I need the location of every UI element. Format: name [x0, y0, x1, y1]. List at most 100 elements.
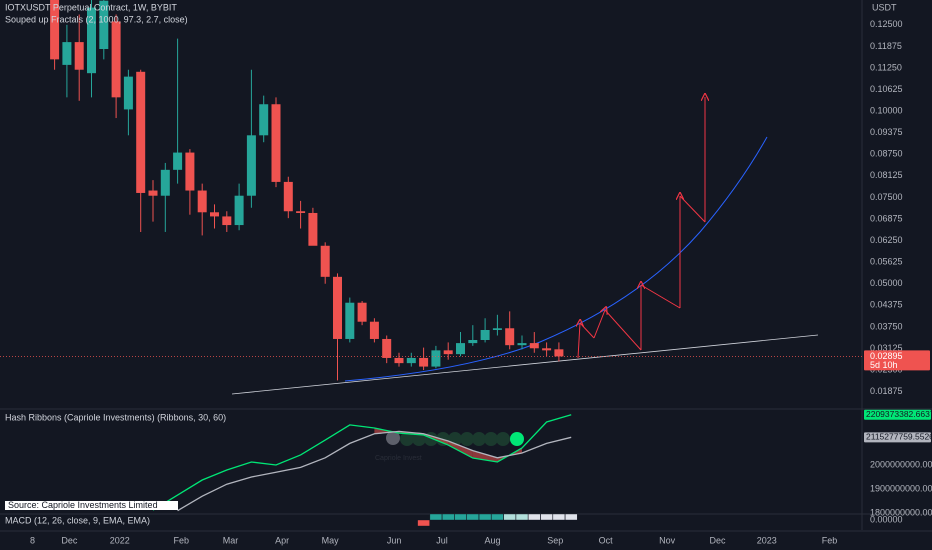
- y-tick-label: 0.04375: [870, 300, 903, 310]
- candle-body: [136, 71, 146, 193]
- x-tick-label: Apr: [275, 535, 289, 545]
- signal-dot: [386, 431, 400, 445]
- histogram-bar: [552, 513, 566, 521]
- candle-body: [222, 216, 232, 226]
- signal-dots: [400, 432, 510, 446]
- y-tick-label: 0.08750: [870, 149, 903, 159]
- candle-body: [517, 343, 527, 346]
- candle-body: [173, 152, 183, 170]
- candle-body: [210, 212, 219, 217]
- y-tick-label: 0.00000: [870, 514, 903, 524]
- axis-unit: USDT: [872, 2, 897, 12]
- y-tick-label: 0.06250: [870, 235, 903, 245]
- source-label: Source: Capriole Investments Limited: [8, 500, 158, 510]
- candle-body: [419, 357, 429, 367]
- x-tick-label: Feb: [822, 535, 838, 545]
- candle-body: [87, 7, 96, 74]
- x-tick-label: Mar: [223, 535, 239, 545]
- last-value-tag: [864, 432, 931, 443]
- candle-body: [296, 211, 306, 213]
- indicator-legend: MACD (12, 26, close, 9, EMA, EMA): [5, 515, 150, 525]
- histogram-bar: [515, 513, 529, 521]
- candle-body: [443, 350, 453, 355]
- x-tick-label: Feb: [174, 535, 190, 545]
- histogram-bar: [442, 513, 455, 521]
- y-tick-label: 0.10625: [870, 84, 903, 94]
- candle-body: [480, 329, 490, 340]
- candle-body: [185, 152, 195, 191]
- candle-body: [542, 348, 552, 351]
- histogram-bar: [429, 513, 443, 521]
- x-tick-label: Aug: [484, 535, 500, 545]
- candle-body: [271, 104, 281, 182]
- y-tick-label: 0.05000: [870, 278, 903, 288]
- x-tick-label: 8: [30, 535, 35, 545]
- candle-body: [99, 0, 109, 50]
- y-tick-label: 0.03750: [870, 321, 903, 331]
- ribbon-fill: [472, 450, 498, 462]
- x-tick-label: 2022: [110, 535, 130, 545]
- candle-body: [111, 21, 121, 98]
- candle-body: [492, 328, 502, 330]
- candle-body: [320, 245, 330, 277]
- histogram-bar: [454, 513, 467, 521]
- histogram-bar: [478, 513, 492, 521]
- histogram-bar: [540, 513, 553, 521]
- candle-body: [234, 195, 244, 226]
- candle-body: [333, 276, 342, 339]
- last-price-tag: [864, 350, 930, 371]
- candle-body: [406, 357, 416, 364]
- y-tick-label: 0.08125: [870, 170, 903, 180]
- x-tick-label: Dec: [710, 535, 727, 545]
- candle-body: [283, 181, 293, 212]
- candle-body: [554, 349, 564, 357]
- histogram-bar: [503, 513, 516, 521]
- candle-body: [123, 76, 133, 110]
- candle-body: [345, 302, 355, 339]
- x-tick-label: May: [322, 535, 340, 545]
- y-tick-label: 0.12500: [870, 19, 903, 29]
- candle-body: [468, 340, 478, 344]
- x-tick-label: 2023: [757, 535, 777, 545]
- candle-body: [456, 343, 465, 355]
- histogram-bar: [466, 513, 479, 521]
- y-tick-label: 0.11875: [870, 41, 902, 51]
- indicator-legend: Hash Ribbons (Capriole Investments) (Rib…: [5, 412, 226, 422]
- y-tick-label: 0.05625: [870, 257, 903, 267]
- candle-body: [394, 357, 404, 364]
- candle-body: [308, 212, 318, 246]
- price-pane: [50, 0, 819, 395]
- candle-body: [50, 0, 60, 60]
- ribbon-line: [177, 430, 572, 512]
- source-box: [5, 501, 178, 510]
- candle-body: [382, 338, 392, 358]
- histogram-bar: [528, 513, 541, 521]
- x-tick-label: Sep: [547, 535, 563, 545]
- curve-drawing: [344, 136, 768, 382]
- x-tick-label: Dec: [61, 535, 78, 545]
- buy-signal-dot: [510, 432, 524, 446]
- last-value-tag: [864, 409, 931, 420]
- candle-body: [529, 343, 539, 349]
- y-tick-label: 1800000000.00000: [870, 507, 932, 517]
- y-tick-label: 2000000000.00000: [870, 459, 932, 469]
- candle-body: [431, 350, 441, 367]
- projection-arrows: [578, 97, 705, 359]
- last-value-label: 2115277759.55269: [866, 432, 932, 442]
- histogram-bar: [565, 513, 578, 521]
- candle-body: [148, 190, 158, 196]
- y-tick-label: 0.07500: [870, 192, 903, 202]
- x-tick-label: Jun: [387, 535, 402, 545]
- indicator-legend: Souped up Fractals (2, 1000, 97.3, 2.7, …: [5, 14, 188, 24]
- candle-body: [246, 135, 256, 196]
- x-tick-label: Jul: [436, 535, 448, 545]
- watermark: Capriole Invest: [375, 455, 422, 462]
- y-tick-label: 0.01875: [870, 386, 903, 396]
- candle-body: [369, 321, 379, 339]
- trend-line: [231, 334, 819, 395]
- ribbon-line: [152, 414, 572, 511]
- bar-countdown: 5d 10h: [870, 360, 898, 370]
- y-tick-label: 0.03125: [870, 343, 903, 353]
